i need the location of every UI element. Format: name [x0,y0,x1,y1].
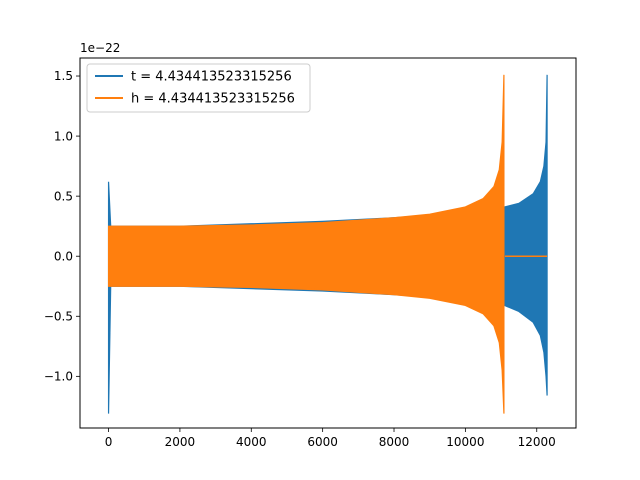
x-tick-label: 6000 [307,435,338,449]
legend-entry-h: h = 4.434413523315256 [131,92,295,107]
y-tick-label: 1.5 [54,69,73,83]
plot-frame [79,57,577,429]
y-tick-label: −1.0 [44,370,73,384]
x-tick-label: 10000 [446,435,484,449]
x-tick-label: 0 [105,435,113,449]
y-tick-label: 1.0 [54,129,73,143]
legend-box [86,63,311,113]
x-tick-label: 2000 [165,435,196,449]
x-tick-label: 8000 [379,435,410,449]
series-layer [107,74,548,414]
x-tick-label: 12000 [518,435,556,449]
axis-offset-label: 1e−22 [80,41,120,55]
x-axis: 0 2000 4000 6000 8000 10000 12000 [105,428,556,449]
y-tick-label: 0.5 [54,189,73,203]
series-1-waveform [107,74,505,414]
legend: t = 4.434413523315256 h = 4.434413523315… [86,63,311,113]
x-tick-label: 4000 [236,435,267,449]
y-axis: −1.0 −0.5 0.0 0.5 1.0 1.5 [44,69,80,384]
y-tick-label: 0.0 [54,249,73,263]
y-tick-label: −0.5 [44,309,73,323]
legend-entry-t: t = 4.434413523315256 [131,70,292,85]
